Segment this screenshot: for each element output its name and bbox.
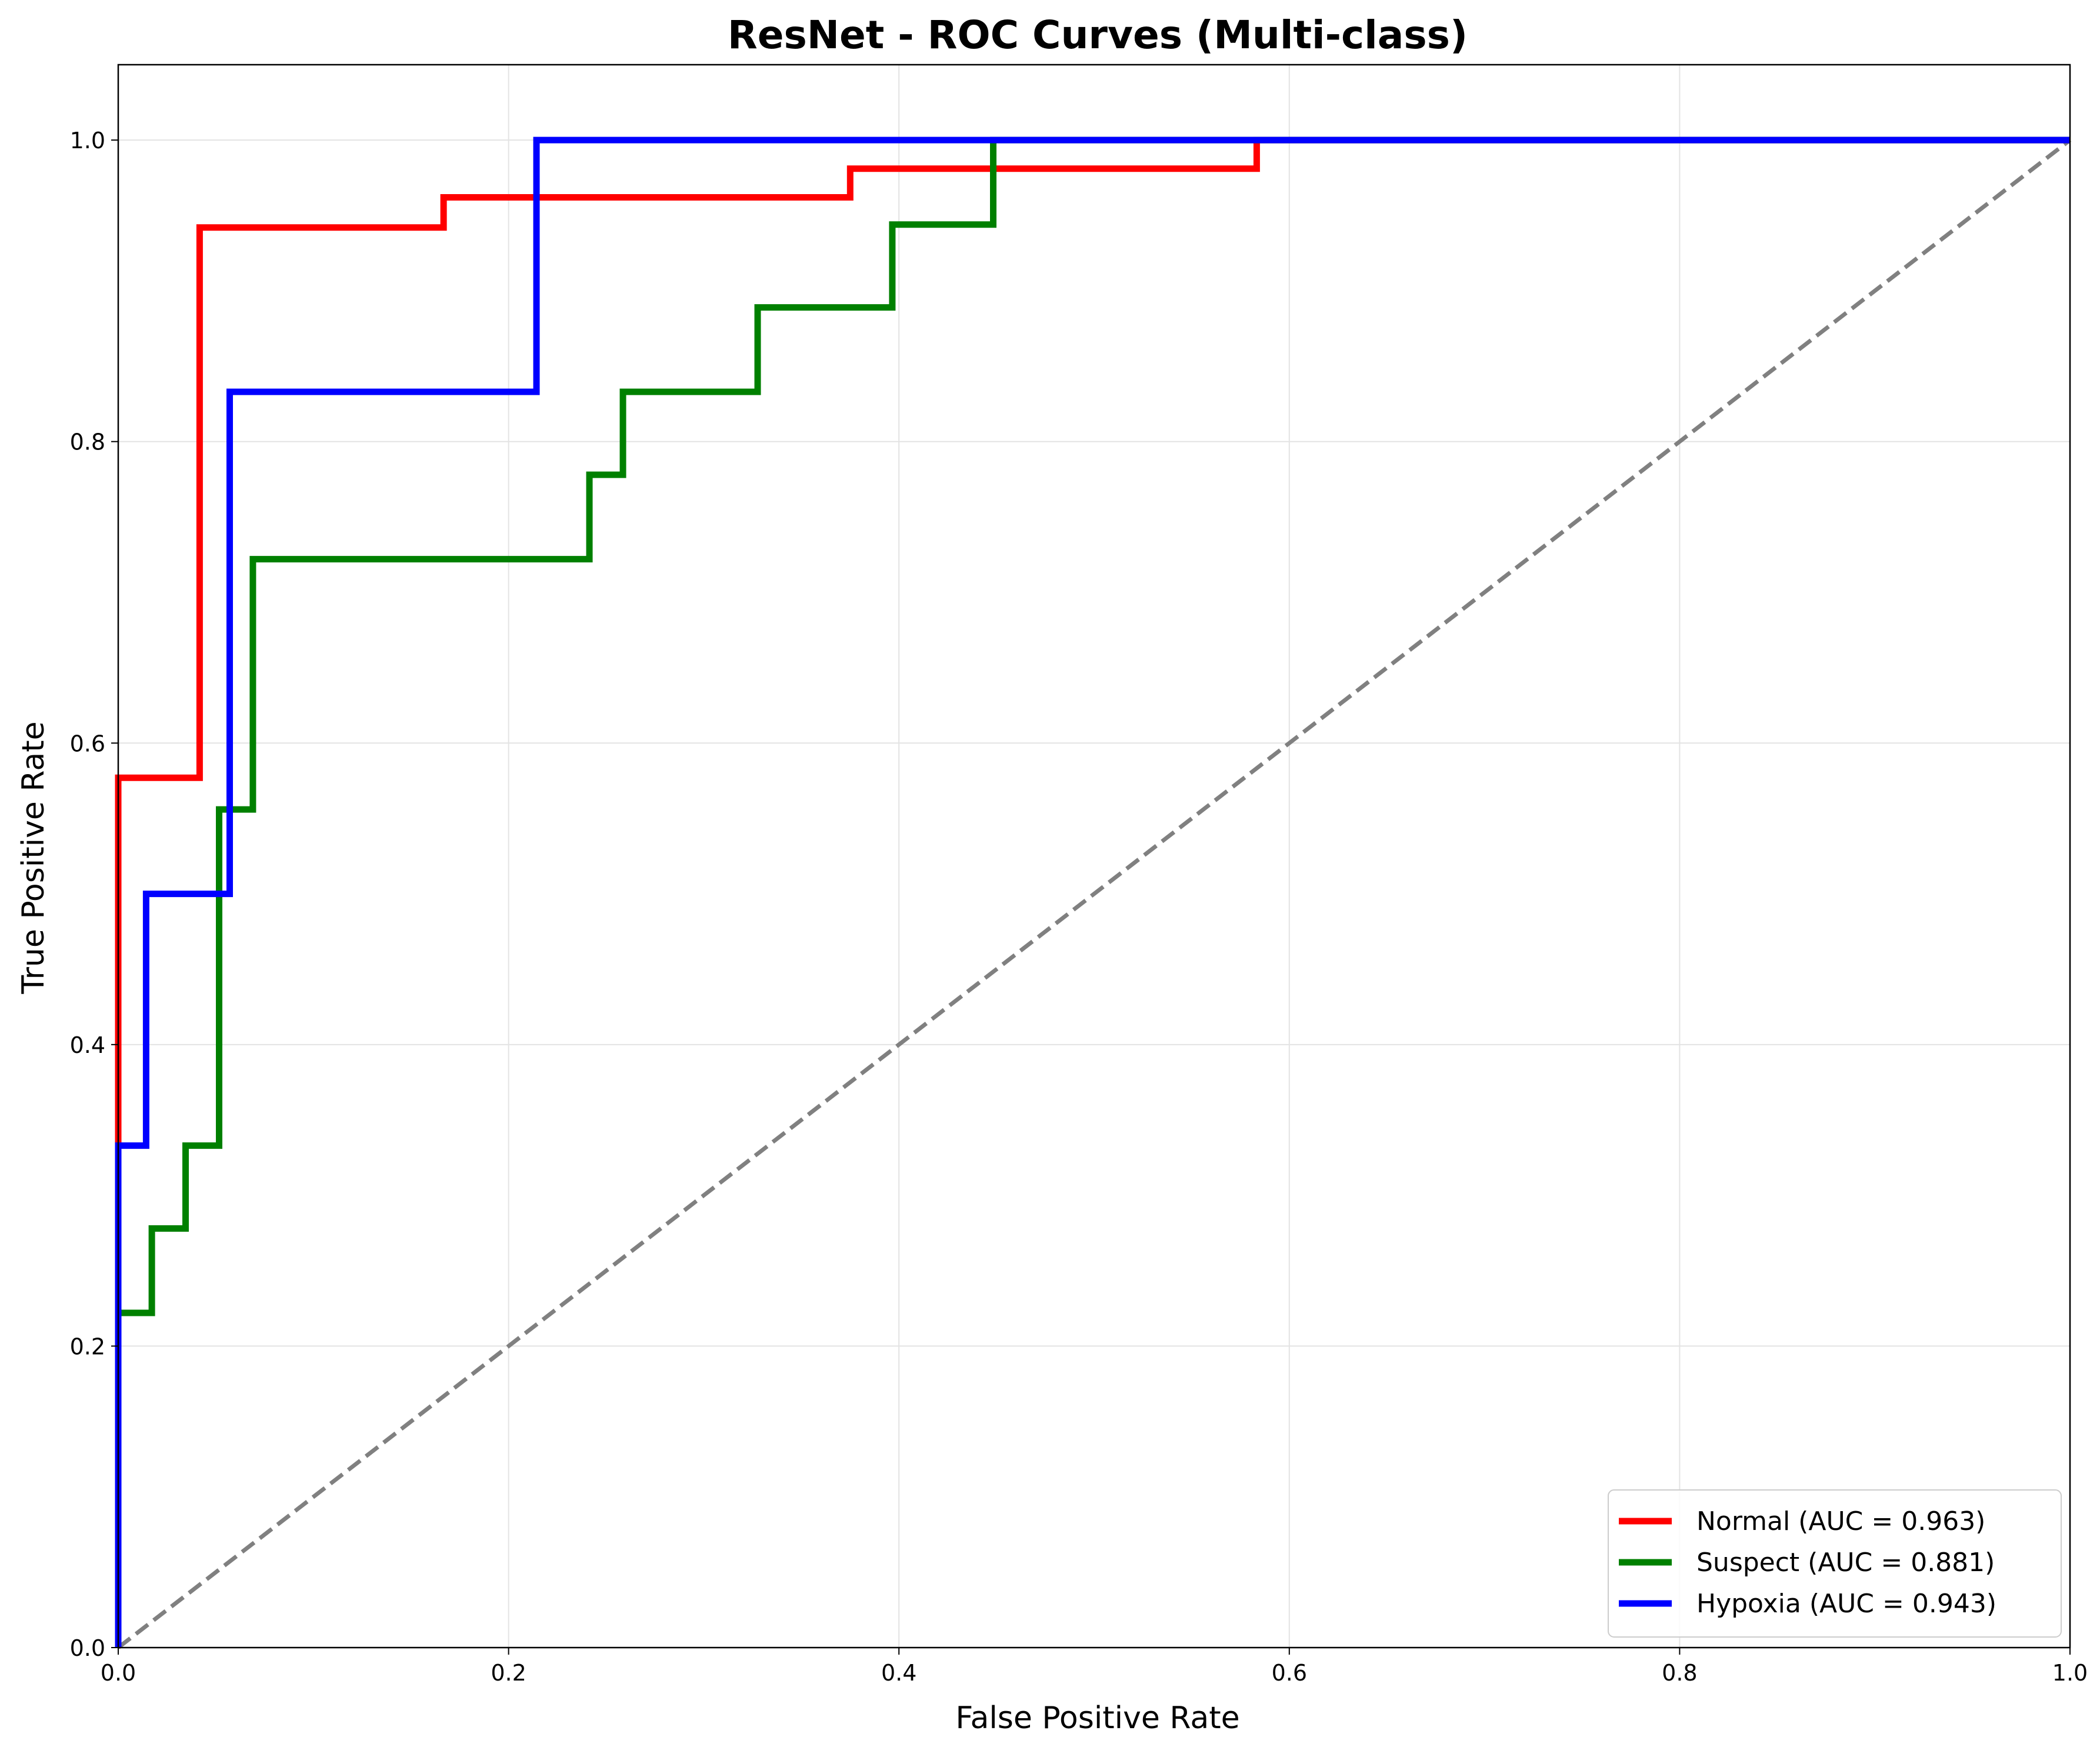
- y-tick-label: 1.0: [70, 128, 105, 154]
- x-tick-label: 0.8: [1662, 1660, 1697, 1686]
- y-tick-label: 0.4: [70, 1032, 105, 1058]
- plot-frame: [117, 64, 2071, 1649]
- y-tick-label: 0.0: [70, 1635, 105, 1661]
- x-axis-label: False Positive Rate: [955, 1701, 1239, 1736]
- reference-line-layer: [116, 138, 2072, 1649]
- x-tick-label: 0.0: [101, 1660, 136, 1686]
- legend-label-suspect: Suspect (AUC = 0.881): [1696, 1548, 1995, 1578]
- x-tick-label: 1.0: [2052, 1660, 2088, 1686]
- y-tick-label: 0.6: [70, 731, 105, 756]
- series-line-hypoxia: [115, 136, 2070, 1648]
- series-line-suspect: [115, 136, 2070, 1648]
- x-tick-label: 0.6: [1272, 1660, 1307, 1686]
- x-tick-label: 0.2: [491, 1660, 526, 1686]
- y-tick-label: 0.8: [70, 429, 105, 455]
- legend-label-hypoxia: Hypoxia (AUC = 0.943): [1696, 1589, 1996, 1619]
- y-tick-label: 0.2: [70, 1333, 105, 1359]
- ticks-layer: 0.0 0.2 0.4 0.6 0.8 1.0 0.0 0.2 0.4 0.6 0.8 1.0: [70, 128, 2088, 1686]
- legend: Normal (AUC = 0.963) Suspect (AUC = 0.881…: [1608, 1489, 2062, 1638]
- x-tick-label: 0.4: [881, 1660, 916, 1686]
- legend-box: [1608, 1489, 2062, 1638]
- legend-label-normal: Normal (AUC = 0.963): [1696, 1506, 1985, 1536]
- reference-diagonal-line: [116, 138, 2072, 1649]
- y-axis-label: True Positive Rate: [16, 721, 51, 994]
- axes-layer: [117, 64, 2071, 1649]
- chart-title: ResNet - ROC Curves (Multi-class): [728, 12, 1468, 58]
